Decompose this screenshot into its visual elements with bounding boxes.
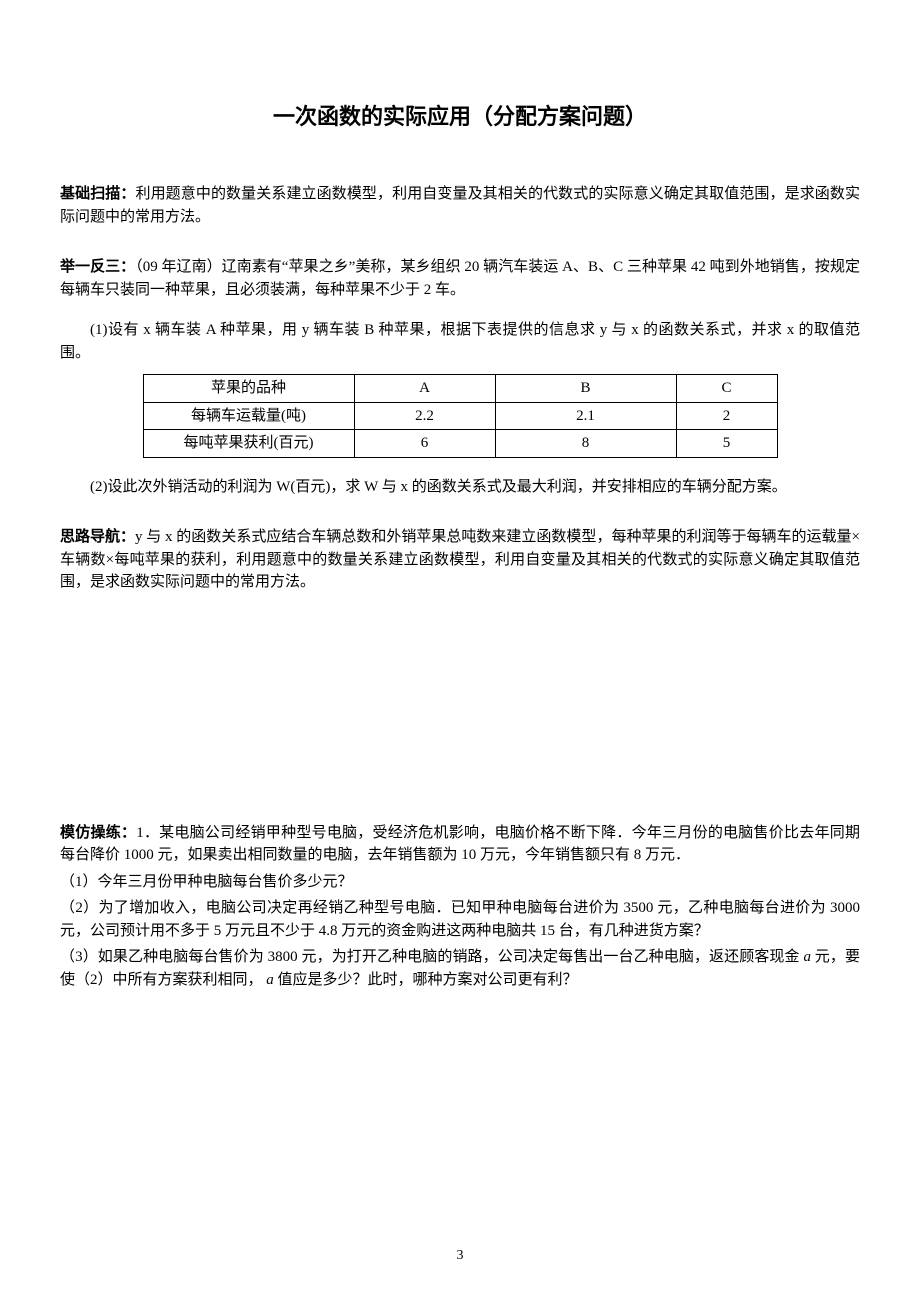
practice-q3-c: 值应是多少？此时，哪种方案对公司更有利？ <box>274 972 578 988</box>
table-cell: 苹果的品种 <box>143 375 354 403</box>
practice-intro: 1．某电脑公司经销甲种型号电脑，受经济危机影响，电脑价格不断下降．今年三月份的电… <box>60 825 860 864</box>
guide-text: y 与 x 的函数关系式应结合车辆总数和外销苹果总吨数来建立函数模型，每种苹果的… <box>60 529 860 590</box>
page-number: 3 <box>0 1245 920 1266</box>
practice-q3: （3）如果乙种电脑每台售价为 3800 元，为打开乙种电脑的销路，公司决定每售出… <box>60 946 860 991</box>
table-row: 每吨苹果获利(百元) 6 8 5 <box>143 430 777 458</box>
example-label: 举一反三： <box>60 258 135 275</box>
practice-q1: （1）今年三月份甲种电脑每台售价多少元？ <box>60 871 860 894</box>
page-title: 一次函数的实际应用（分配方案问题） <box>60 100 860 133</box>
table-cell: 2.2 <box>354 402 495 430</box>
table-row: 苹果的品种 A B C <box>143 375 777 403</box>
table-cell: 2.1 <box>495 402 676 430</box>
table-cell: 5 <box>676 430 777 458</box>
table-cell: 6 <box>354 430 495 458</box>
blank-space <box>60 622 860 822</box>
practice-label: 模仿操练： <box>60 824 136 841</box>
apple-table: 苹果的品种 A B C 每辆车运载量(吨) 2.2 2.1 2 每吨苹果获利(百… <box>143 374 778 458</box>
basics-label: 基础扫描： <box>60 185 135 202</box>
table-cell: 每吨苹果获利(百元) <box>143 430 354 458</box>
practice-q2: （2）为了增加收入，电脑公司决定再经销乙种型号电脑．已知甲种电脑每台进价为 35… <box>60 897 860 942</box>
table-cell: B <box>495 375 676 403</box>
example-q2: (2)设此次外销活动的利润为 W(百元)，求 W 与 x 的函数关系式及最大利润… <box>60 476 860 499</box>
table-cell: A <box>354 375 495 403</box>
example-q1: (1)设有 x 辆车装 A 种苹果，用 y 辆车装 B 种苹果，根据下表提供的信… <box>60 319 860 364</box>
table-cell: 2 <box>676 402 777 430</box>
example-section: 举一反三：（09 年辽南）辽南素有“苹果之乡”美称，某乡组织 20 辆汽车装运 … <box>60 256 860 498</box>
basics-text: 利用题意中的数量关系建立函数模型，利用自变量及其相关的代数式的实际意义确定其取值… <box>60 186 860 225</box>
guide-section: 思路导航：y 与 x 的函数关系式应结合车辆总数和外销苹果总吨数来建立函数模型，… <box>60 526 860 594</box>
table-row: 每辆车运载量(吨) 2.2 2.1 2 <box>143 402 777 430</box>
guide-label: 思路导航： <box>60 528 135 545</box>
table-cell: 每辆车运载量(吨) <box>143 402 354 430</box>
example-intro: （09 年辽南）辽南素有“苹果之乡”美称，某乡组织 20 辆汽车装运 A、B、C… <box>60 259 860 298</box>
italic-a: a <box>266 972 274 988</box>
table-cell: C <box>676 375 777 403</box>
table-cell: 8 <box>495 430 676 458</box>
basics-section: 基础扫描：利用题意中的数量关系建立函数模型，利用自变量及其相关的代数式的实际意义… <box>60 183 860 228</box>
practice-q3-a: （3）如果乙种电脑每台售价为 3800 元，为打开乙种电脑的销路，公司决定每售出… <box>60 949 800 965</box>
practice-section: 模仿操练：1．某电脑公司经销甲种型号电脑，受经济危机影响，电脑价格不断下降．今年… <box>60 822 860 992</box>
italic-a: a <box>803 949 811 965</box>
